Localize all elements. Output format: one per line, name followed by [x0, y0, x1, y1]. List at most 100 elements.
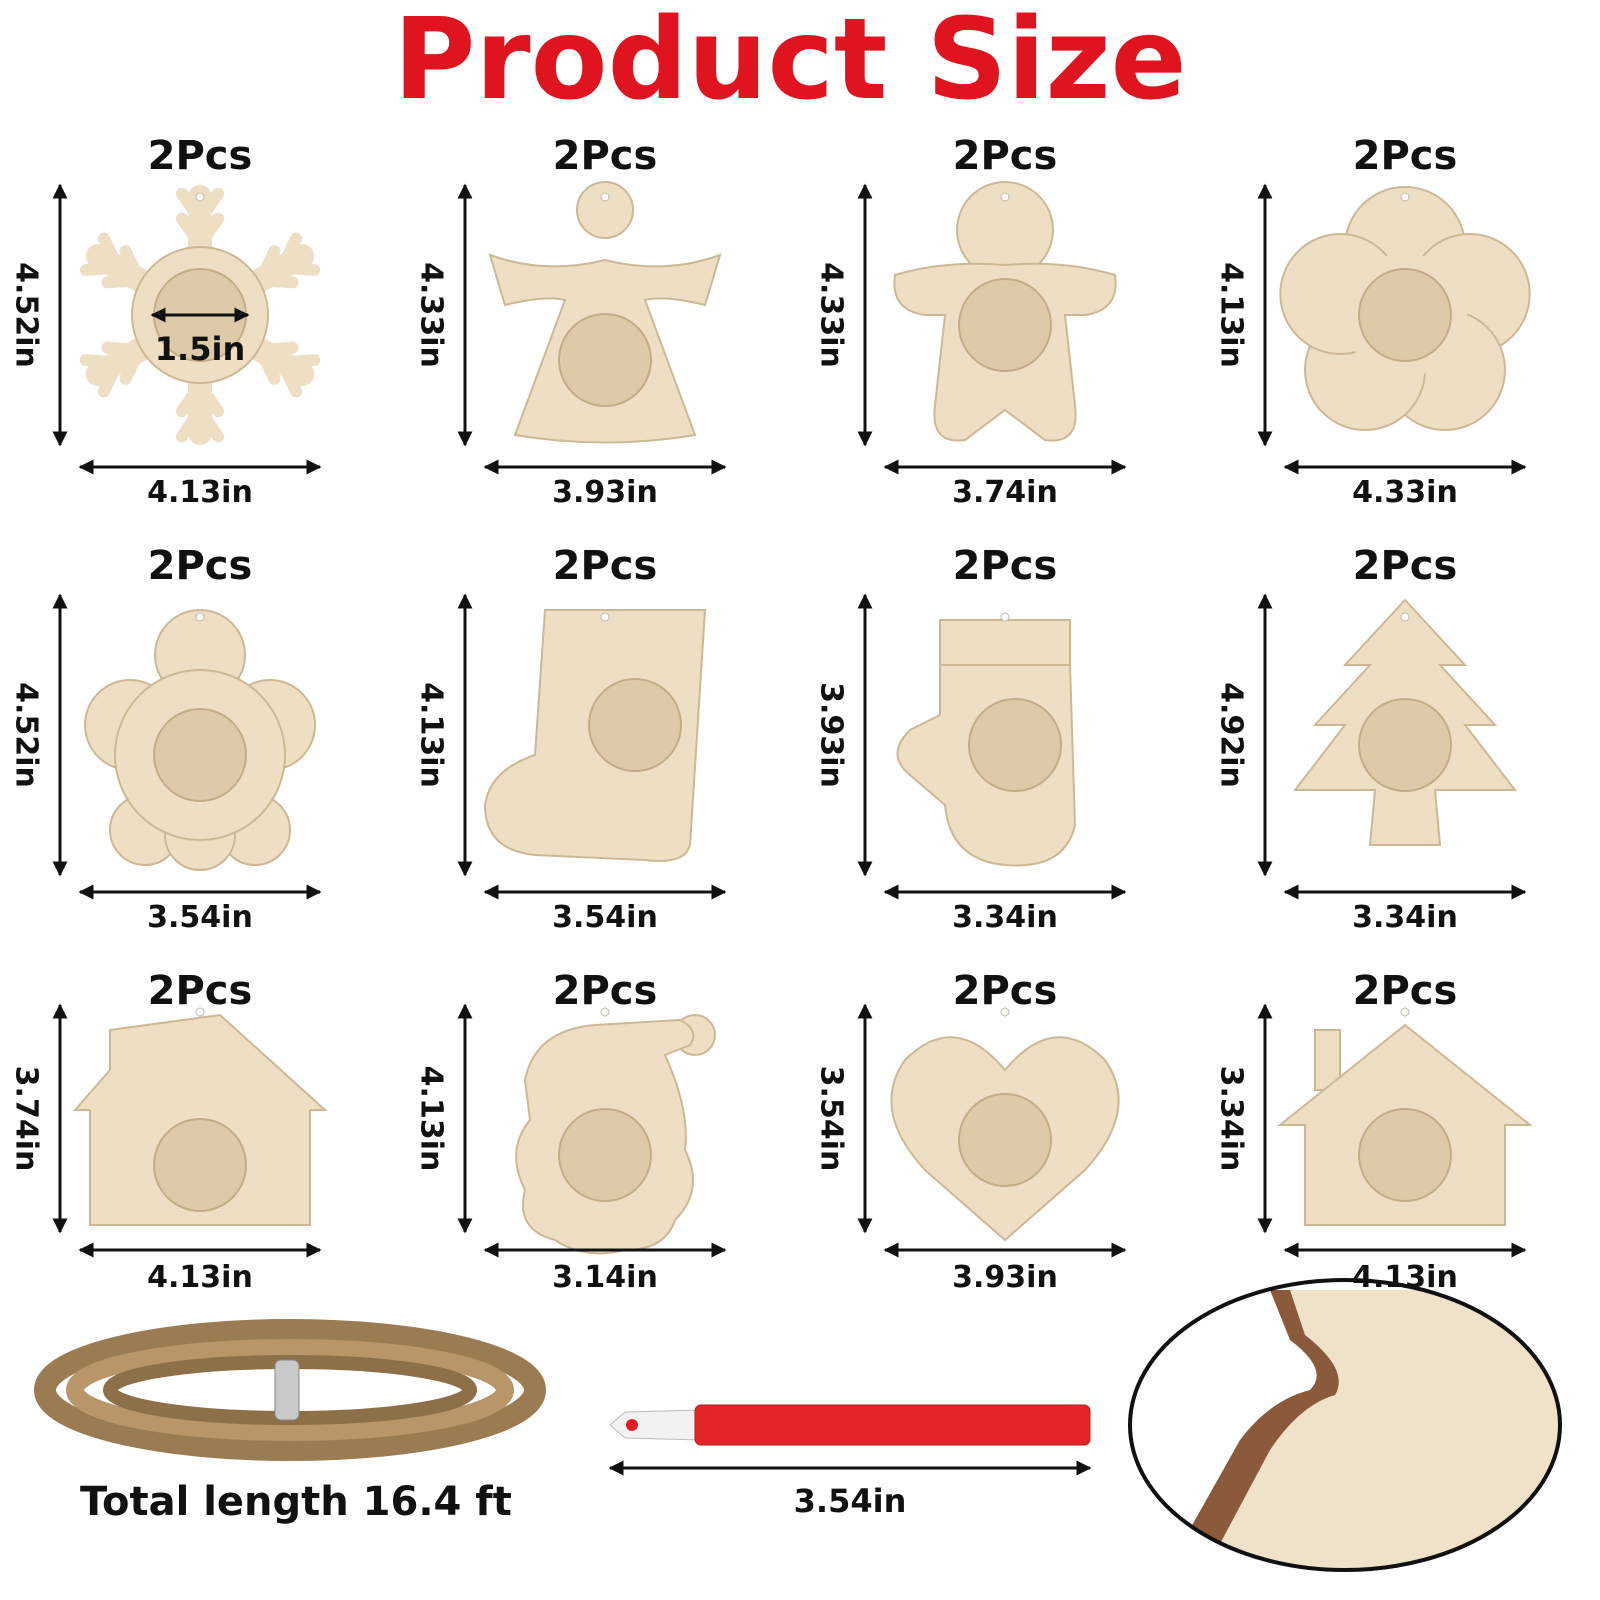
hang-hole [600, 192, 610, 202]
product-cell: 2Pcs 4.13in 3.14in [414, 968, 727, 1295]
branch [254, 245, 281, 286]
quantity: 2Pcs [953, 133, 1058, 179]
twine-image [34, 1319, 546, 1461]
title: Product Size [393, 0, 1186, 125]
branch [97, 356, 124, 398]
branch [175, 212, 206, 251]
ornament-image [79, 185, 321, 445]
hang-hole [600, 1007, 610, 1017]
ornament-image [1279, 186, 1531, 432]
inner-label: 1.5in [155, 330, 245, 368]
product-cell: 2Pcs 3.54in 3.93in [814, 968, 1127, 1295]
wood [939, 619, 1071, 666]
branch [254, 341, 299, 356]
height-label: 4.33in [414, 262, 449, 368]
quantity: 2Pcs [553, 133, 658, 179]
branch [276, 232, 303, 274]
branch [194, 404, 225, 443]
photo-window [153, 1118, 247, 1212]
quantity: 2Pcs [953, 543, 1058, 589]
closeup-image [1128, 1278, 1562, 1572]
product-cell: 2Pcs 3.93in 3.34in [814, 543, 1127, 935]
photo-window [1358, 268, 1452, 362]
width-label: 4.13in [1352, 1260, 1458, 1295]
ornament-image [890, 1007, 1120, 1242]
width-label: 3.54in [147, 900, 253, 935]
ornament-image [488, 181, 722, 444]
ornament-image [893, 181, 1117, 442]
product-cell: 2Pcs 4.92in 3.34in [1214, 543, 1527, 935]
width-label: 3.54in [552, 900, 658, 935]
quantity: 2Pcs [1353, 968, 1458, 1014]
branch [101, 274, 146, 289]
product-cell: 2Pcs 3.34in 4.13in [1214, 968, 1533, 1295]
branch [79, 261, 124, 276]
branch [175, 187, 206, 226]
height-label: 4.33in [814, 262, 849, 368]
wood [576, 181, 634, 239]
width-label: 3.93in [552, 475, 658, 510]
hang-hole [1400, 192, 1410, 202]
photo-window [968, 698, 1062, 792]
width-label: 3.74in [952, 475, 1058, 510]
photo-window [153, 708, 247, 802]
photo-window [958, 1093, 1052, 1187]
height-label: 3.74in [9, 1066, 44, 1172]
product-cell: 2Pcs 4.52in 4.13in 1.5in [9, 133, 322, 510]
photo-window [558, 1108, 652, 1202]
hang-hole [195, 612, 205, 622]
product-cell: 2Pcs 3.74in 4.13in [9, 968, 328, 1295]
quantity: 2Pcs [553, 543, 658, 589]
hang-hole [1000, 1007, 1010, 1017]
width-label: 4.33in [1352, 475, 1458, 510]
product-cell: 2Pcs 4.33in 3.93in [414, 133, 727, 510]
width-label: 4.13in [147, 475, 253, 510]
twine-length: Total length 16.4 ft [80, 1479, 512, 1525]
height-label: 4.13in [414, 1066, 449, 1172]
quantity: 2Pcs [553, 968, 658, 1014]
width-label: 3.34in [952, 900, 1058, 935]
height-label: 4.92in [1214, 682, 1249, 788]
ornament-image [84, 609, 316, 871]
ornament-image [72, 1007, 328, 1226]
pen-length: 3.54in [794, 1482, 907, 1520]
hang-hole [1000, 612, 1010, 622]
hang-hole [1400, 1007, 1410, 1017]
width-label: 3.93in [952, 1260, 1058, 1295]
quantity: 2Pcs [148, 968, 253, 1014]
height-label: 3.34in [1214, 1066, 1249, 1172]
quantity: 2Pcs [148, 133, 253, 179]
hang-hole [1400, 612, 1410, 622]
height-label: 3.93in [814, 682, 849, 788]
photo-window [588, 678, 682, 772]
pen-image [608, 1404, 1092, 1476]
hang-hole [195, 192, 205, 202]
quantity: 2Pcs [1353, 543, 1458, 589]
branch [276, 354, 321, 369]
product-cell: 2Pcs 4.33in 3.74in [814, 133, 1127, 510]
product-cell: 2Pcs 4.13in 4.33in [1214, 133, 1531, 510]
quantity: 2Pcs [148, 543, 253, 589]
height-label: 3.54in [814, 1066, 849, 1172]
height-label: 4.13in [414, 682, 449, 788]
photo-window [958, 278, 1052, 372]
product-cell: 2Pcs 4.13in 3.54in [414, 543, 727, 935]
quantity: 2Pcs [953, 968, 1058, 1014]
height-label: 4.13in [1214, 262, 1249, 368]
ornament-image [896, 612, 1077, 867]
ornament-image [1277, 1007, 1533, 1226]
hang-hole [195, 1007, 205, 1017]
ornament-image [483, 609, 707, 862]
quantity: 2Pcs [1353, 133, 1458, 179]
width-label: 4.13in [147, 1260, 253, 1295]
width-label: 3.14in [552, 1260, 658, 1295]
ornament-image [515, 1007, 716, 1255]
branch [194, 379, 225, 418]
branch [119, 344, 146, 385]
hang-hole [600, 612, 610, 622]
height-label: 4.52in [9, 262, 44, 368]
photo-window [1358, 698, 1452, 792]
product-cell: 2Pcs 4.52in 3.54in [9, 543, 322, 935]
